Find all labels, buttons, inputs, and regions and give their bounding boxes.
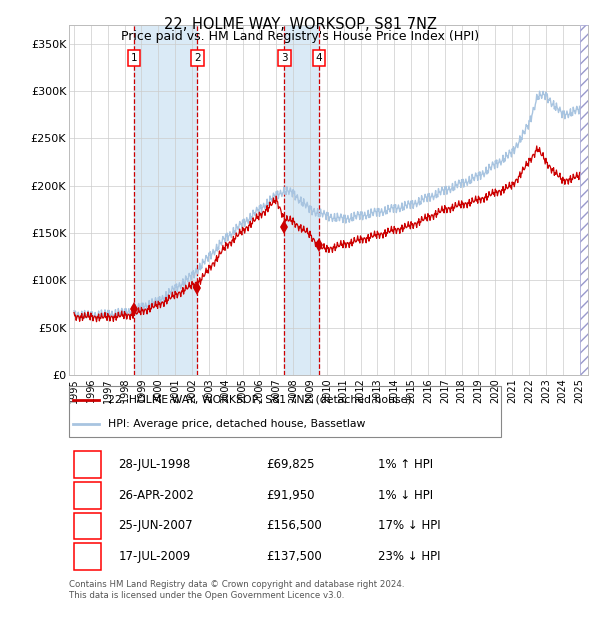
Text: 22, HOLME WAY, WORKSOP, S81 7NZ: 22, HOLME WAY, WORKSOP, S81 7NZ [163,17,437,32]
Bar [284,25,319,375]
Text: 26-APR-2002: 26-APR-2002 [118,489,194,502]
Text: 1% ↓ HPI: 1% ↓ HPI [378,489,433,502]
Text: £91,950: £91,950 [266,489,315,502]
Text: £156,500: £156,500 [266,520,322,533]
Text: 17-JUL-2009: 17-JUL-2009 [118,550,191,563]
Text: £137,500: £137,500 [266,550,322,563]
FancyBboxPatch shape [74,482,101,508]
Text: 2: 2 [84,489,91,502]
Text: 3: 3 [281,53,287,63]
Text: 4: 4 [316,53,322,63]
Bar [580,25,590,375]
Text: 22, HOLME WAY, WORKSOP, S81 7NZ (detached house): 22, HOLME WAY, WORKSOP, S81 7NZ (detache… [108,395,412,405]
Text: 3: 3 [84,520,91,533]
Text: HPI: Average price, detached house, Bassetlaw: HPI: Average price, detached house, Bass… [108,419,365,430]
FancyBboxPatch shape [74,513,101,539]
Text: 1: 1 [131,53,137,63]
Text: 4: 4 [84,550,91,563]
Text: 23% ↓ HPI: 23% ↓ HPI [378,550,440,563]
Text: Contains HM Land Registry data © Crown copyright and database right 2024.
This d: Contains HM Land Registry data © Crown c… [69,580,404,600]
Text: Price paid vs. HM Land Registry's House Price Index (HPI): Price paid vs. HM Land Registry's House … [121,30,479,43]
Text: 28-JUL-1998: 28-JUL-1998 [118,458,191,471]
Text: £69,825: £69,825 [266,458,315,471]
FancyBboxPatch shape [74,543,101,570]
Text: 1: 1 [84,458,91,471]
Text: 2: 2 [194,53,201,63]
Text: 17% ↓ HPI: 17% ↓ HPI [378,520,440,533]
Text: 25-JUN-2007: 25-JUN-2007 [118,520,193,533]
Bar [134,25,197,375]
FancyBboxPatch shape [74,451,101,478]
Bar [580,25,590,375]
Text: 1% ↑ HPI: 1% ↑ HPI [378,458,433,471]
